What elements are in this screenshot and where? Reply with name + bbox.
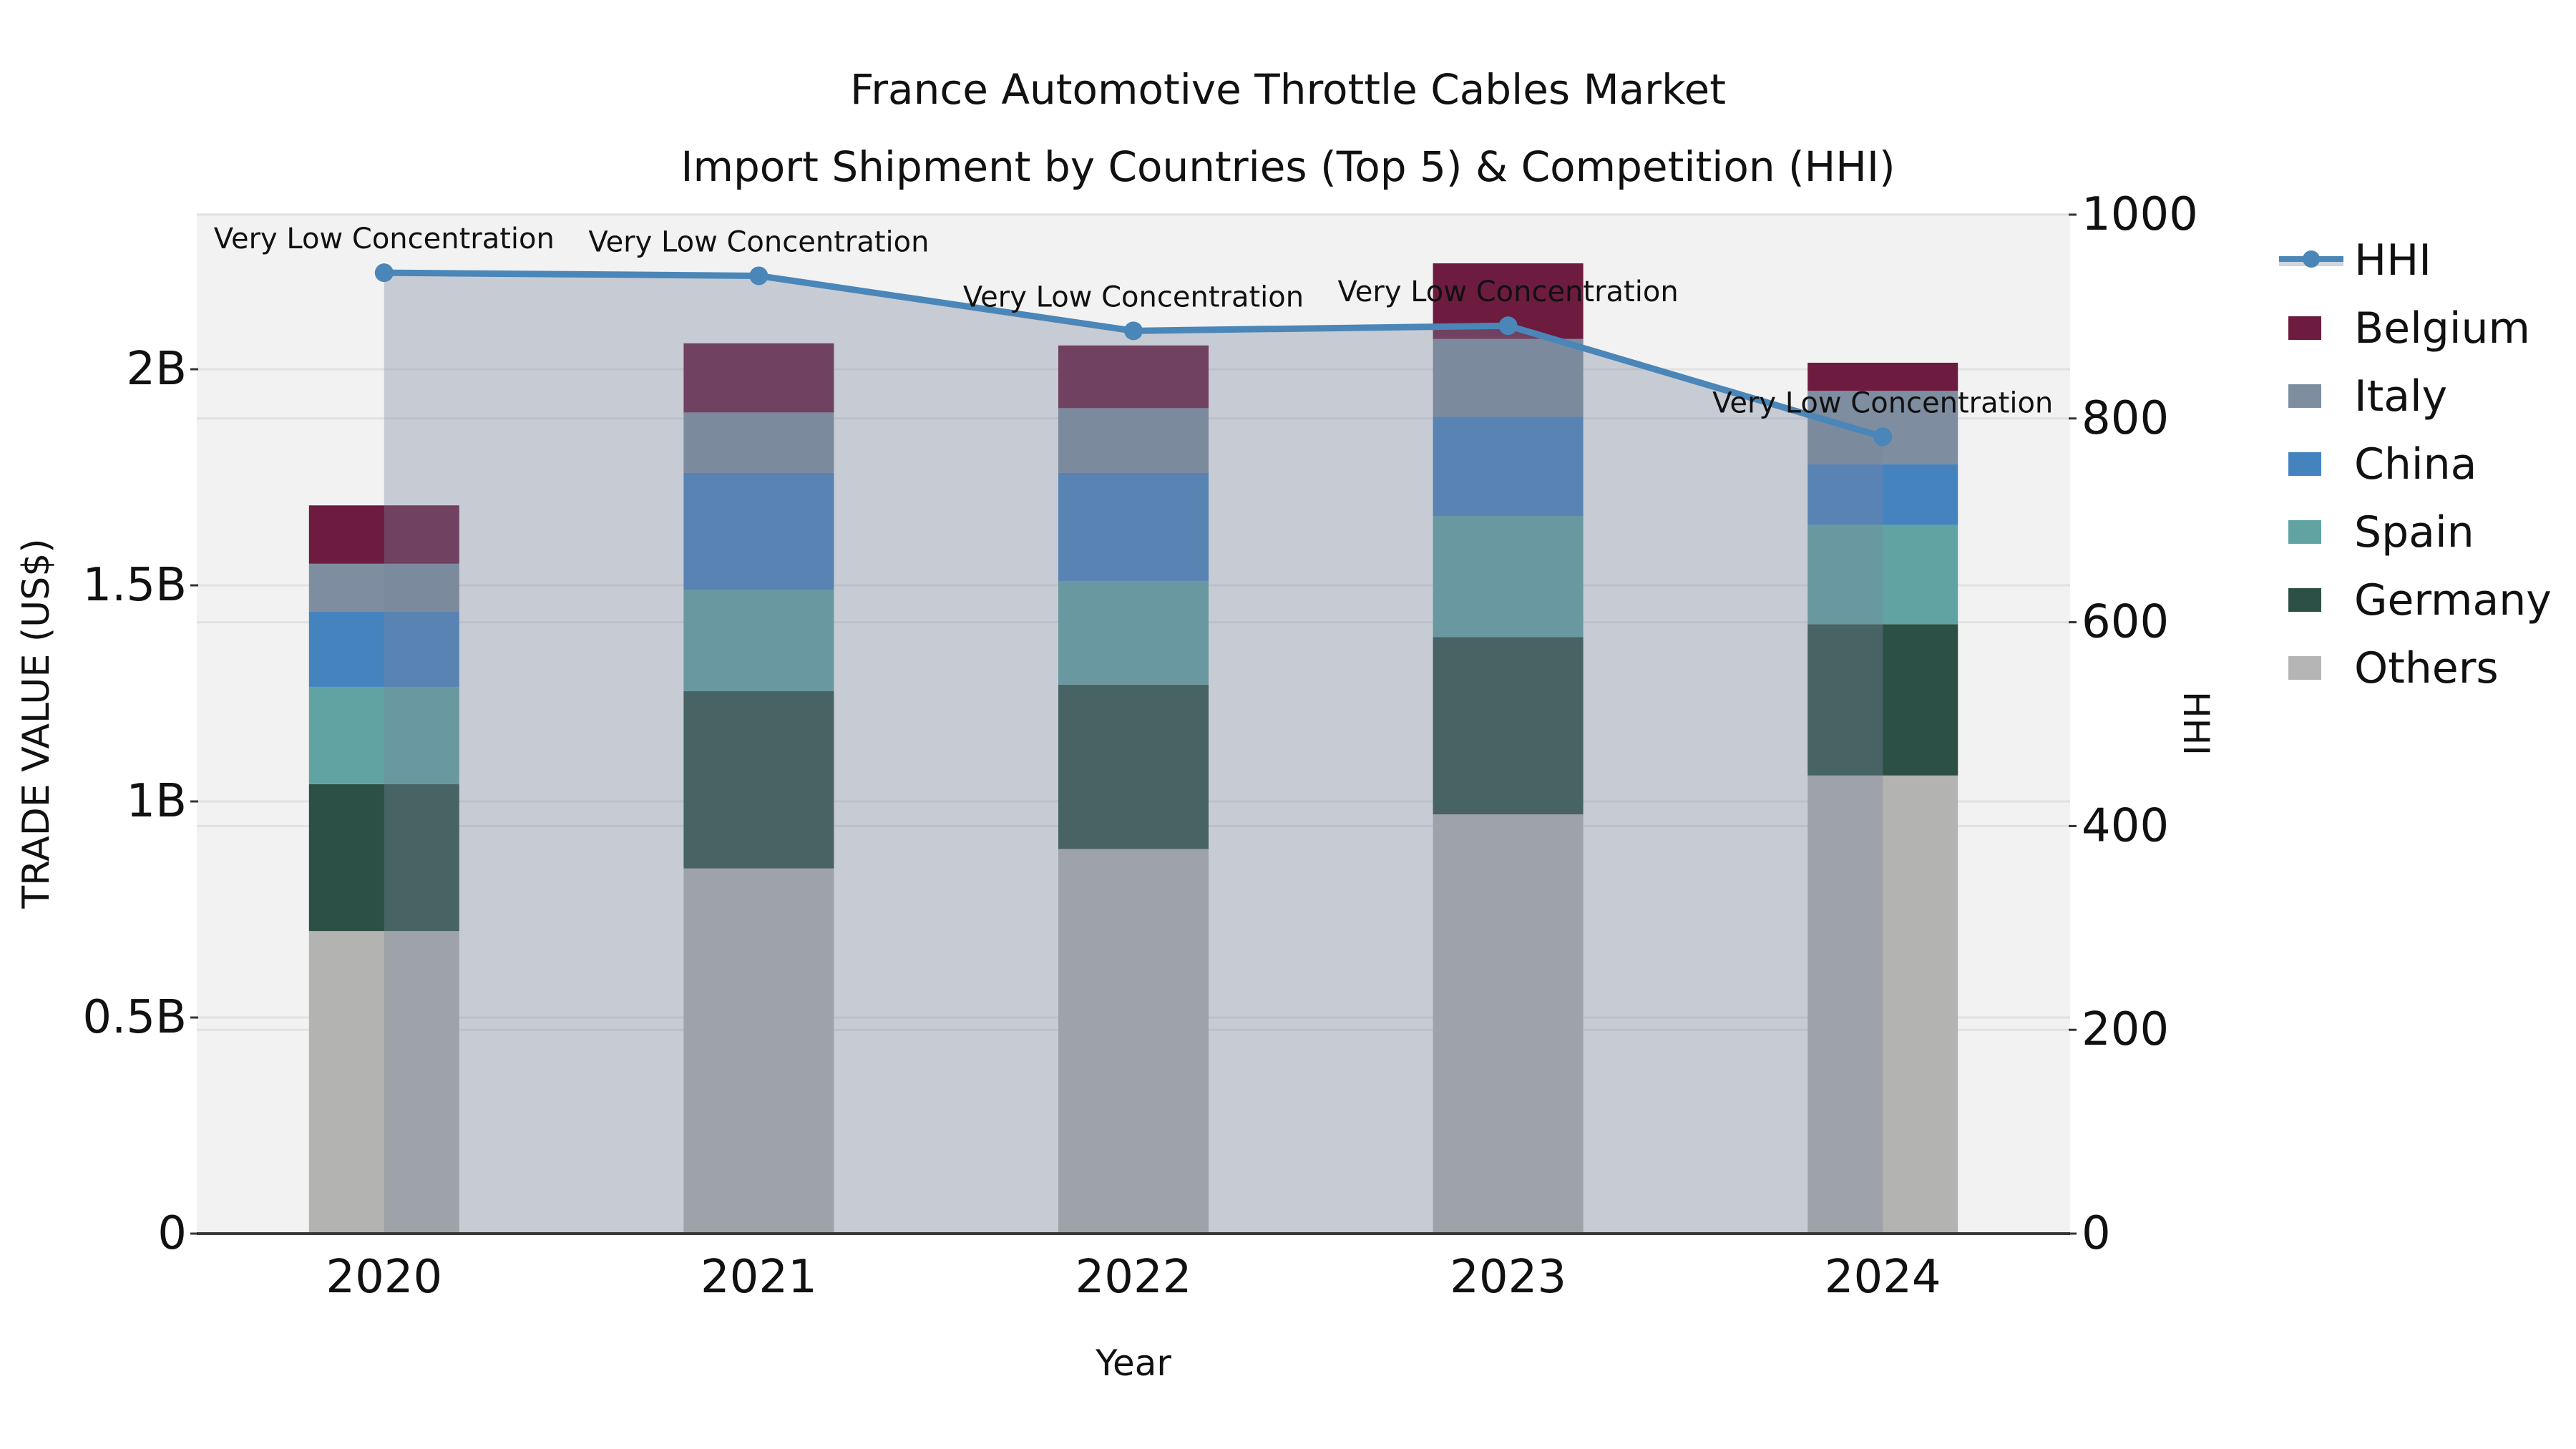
legend-label-china: China [2354,439,2477,489]
belgium-color-box-icon [2288,316,2321,340]
x-axis-title: Year [1095,1342,1171,1384]
right-tick-label-800: 800 [2082,392,2169,445]
germany-color-box-icon [2288,588,2321,612]
bar-segment-spain-2020 [308,686,459,784]
legend: HHI Belgium Italy China Spain Germany Others [2279,226,2552,702]
hhi-swatch [2279,246,2354,275]
hhi-marker-2023 [1498,316,1518,336]
bar-segment-germany-2024 [1807,624,1958,776]
hhi-area-fill [384,273,1883,1234]
legend-item-belgium: Belgium [2279,294,2552,362]
spain-color-box-icon [2288,520,2321,544]
right-tick-label-0: 0 [2082,1207,2111,1260]
hhi-marker-2020 [374,263,394,283]
bar-segment-china-2021 [683,472,834,590]
bar-segment-china-2020 [308,611,459,687]
bar-segment-spain-2021 [683,590,834,691]
annotation-2022: Very Low Concentration [963,280,1304,313]
bar-segment-italy-2021 [683,412,834,473]
legend-item-italy: Italy [2279,362,2552,430]
bar-segment-spain-2023 [1433,516,1584,638]
y-axis-title-left: TRADE VALUE (US$) [15,538,58,909]
spain-swatch [2279,520,2354,544]
hhi-line-swatch-icon [2279,250,2343,268]
bar-segment-germany-2023 [1433,637,1584,815]
legend-label-belgium: Belgium [2354,303,2530,353]
hhi-marker-2024 [1873,427,1893,447]
left-tick-label-1: 1B [126,775,187,828]
x-tick-label-2023: 2023 [1450,1251,1566,1304]
chart-title-line1: France Automotive Throttle Cables Market [850,65,1726,114]
bar-segment-belgium-2022 [1058,345,1209,409]
bar-segment-spain-2022 [1058,580,1209,685]
left-tick-label-1.5: 1.5B [82,559,187,612]
italy-color-box-icon [2288,384,2321,408]
annotation-2023: Very Low Concentration [1338,275,1679,308]
bar-segment-italy-2022 [1058,408,1209,473]
bar-segment-germany-2021 [683,691,834,869]
others-color-box-icon [2288,656,2321,680]
italy-swatch [2279,384,2354,408]
bar-segment-others-2021 [683,868,834,1234]
right-tick-label-400: 400 [2082,799,2169,852]
right-tick-label-600: 600 [2082,596,2169,649]
y-axis-title-right: HHI [2175,691,2217,756]
x-tick-label-2024: 2024 [1825,1251,1941,1304]
right-tick-label-1000: 1000 [2082,188,2198,241]
x-tick-label-2022: 2022 [1075,1251,1192,1304]
bar-segment-germany-2020 [308,784,459,932]
hhi-marker-2021 [749,266,769,286]
others-swatch [2279,656,2354,680]
bar-segment-belgium-2020 [308,505,459,564]
bar-segment-italy-2023 [1433,338,1584,417]
left-tick-label-0: 0 [157,1207,187,1260]
annotation-2020: Very Low Concentration [214,223,555,255]
legend-label-italy: Italy [2354,371,2448,421]
left-tick-label-0.5: 0.5B [82,991,187,1044]
legend-item-hhi: HHI [2279,226,2552,294]
annotation-2024: Very Low Concentration [1712,386,2053,419]
bar-segment-germany-2022 [1058,684,1209,849]
legend-label-hhi: HHI [2354,235,2431,286]
legend-label-others: Others [2354,643,2499,693]
bar-segment-others-2022 [1058,849,1209,1234]
bar-segment-others-2020 [308,931,459,1234]
bar-segment-china-2024 [1807,464,1958,525]
bar-segment-belgium-2024 [1807,362,1958,391]
chart-title: France Automotive Throttle Cables Market… [0,69,2576,223]
left-tick-label-2: 2B [126,343,187,396]
hhi-marker-2022 [1124,321,1143,341]
legend-item-germany: Germany [2279,566,2552,634]
china-swatch [2279,452,2354,476]
bar-segment-spain-2024 [1807,525,1958,625]
bar-segment-belgium-2021 [683,343,834,413]
chart-title-line2: Import Shipment by Countries (Top 5) & C… [680,142,1896,191]
bar-segment-others-2024 [1807,775,1958,1234]
legend-item-spain: Spain [2279,498,2552,566]
bar-segment-china-2022 [1058,472,1209,581]
china-color-box-icon [2288,452,2321,476]
germany-swatch [2279,588,2354,612]
x-tick-label-2020: 2020 [326,1251,442,1304]
legend-label-spain: Spain [2354,507,2474,557]
legend-label-germany: Germany [2354,575,2552,625]
legend-item-china: China [2279,430,2552,498]
bar-segment-china-2023 [1433,416,1584,517]
bar-segment-others-2023 [1433,814,1584,1234]
right-tick-label-200: 200 [2082,1003,2169,1056]
annotation-2021: Very Low Concentration [588,225,929,258]
legend-item-others: Others [2279,634,2552,702]
bar-segment-italy-2020 [308,563,459,612]
x-tick-label-2021: 2021 [701,1251,817,1304]
belgium-swatch [2279,316,2354,340]
